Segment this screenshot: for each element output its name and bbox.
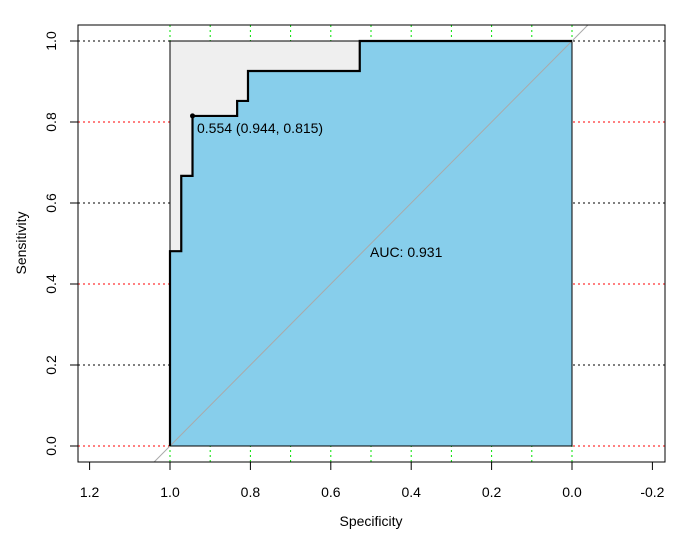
x-tick-label: 1.2 xyxy=(80,484,100,500)
best-threshold-point xyxy=(190,113,196,119)
y-tick-label: 1.0 xyxy=(43,31,59,51)
x-tick-label: 0.6 xyxy=(321,484,341,500)
x-axis: 1.2 1.0 0.8 0.6 0.4 0.2 0.0 -0.2 xyxy=(80,462,665,500)
x-tick-label: -0.2 xyxy=(640,484,664,500)
y-axis-label: Sensitivity xyxy=(13,211,29,274)
y-tick-label: 0.2 xyxy=(43,355,59,375)
plot-box xyxy=(77,24,666,463)
x-tick-label: 0.0 xyxy=(562,484,582,500)
y-tick-label: 0.4 xyxy=(43,274,59,294)
roc-curve xyxy=(168,39,572,446)
x-tick-label: 0.4 xyxy=(401,484,421,500)
y-axis: 0.0 0.2 0.4 0.6 0.8 1.0 xyxy=(43,31,78,456)
y-tick-label: 0.8 xyxy=(43,112,59,132)
diagonal-reference-line xyxy=(153,24,589,463)
x-tick-label: 0.2 xyxy=(482,484,502,500)
auc-label: AUC: 0.931 xyxy=(370,244,443,260)
x-tick-label: 1.0 xyxy=(160,484,180,500)
roc-curve-group xyxy=(153,24,589,463)
x-tick-label: 0.8 xyxy=(241,484,261,500)
y-tick-label: 0.6 xyxy=(43,193,59,213)
x-axis-label: Specificity xyxy=(339,513,402,529)
y-tick-label: 0.0 xyxy=(43,436,59,456)
best-threshold-label: 0.554 (0.944, 0.815) xyxy=(197,120,323,136)
